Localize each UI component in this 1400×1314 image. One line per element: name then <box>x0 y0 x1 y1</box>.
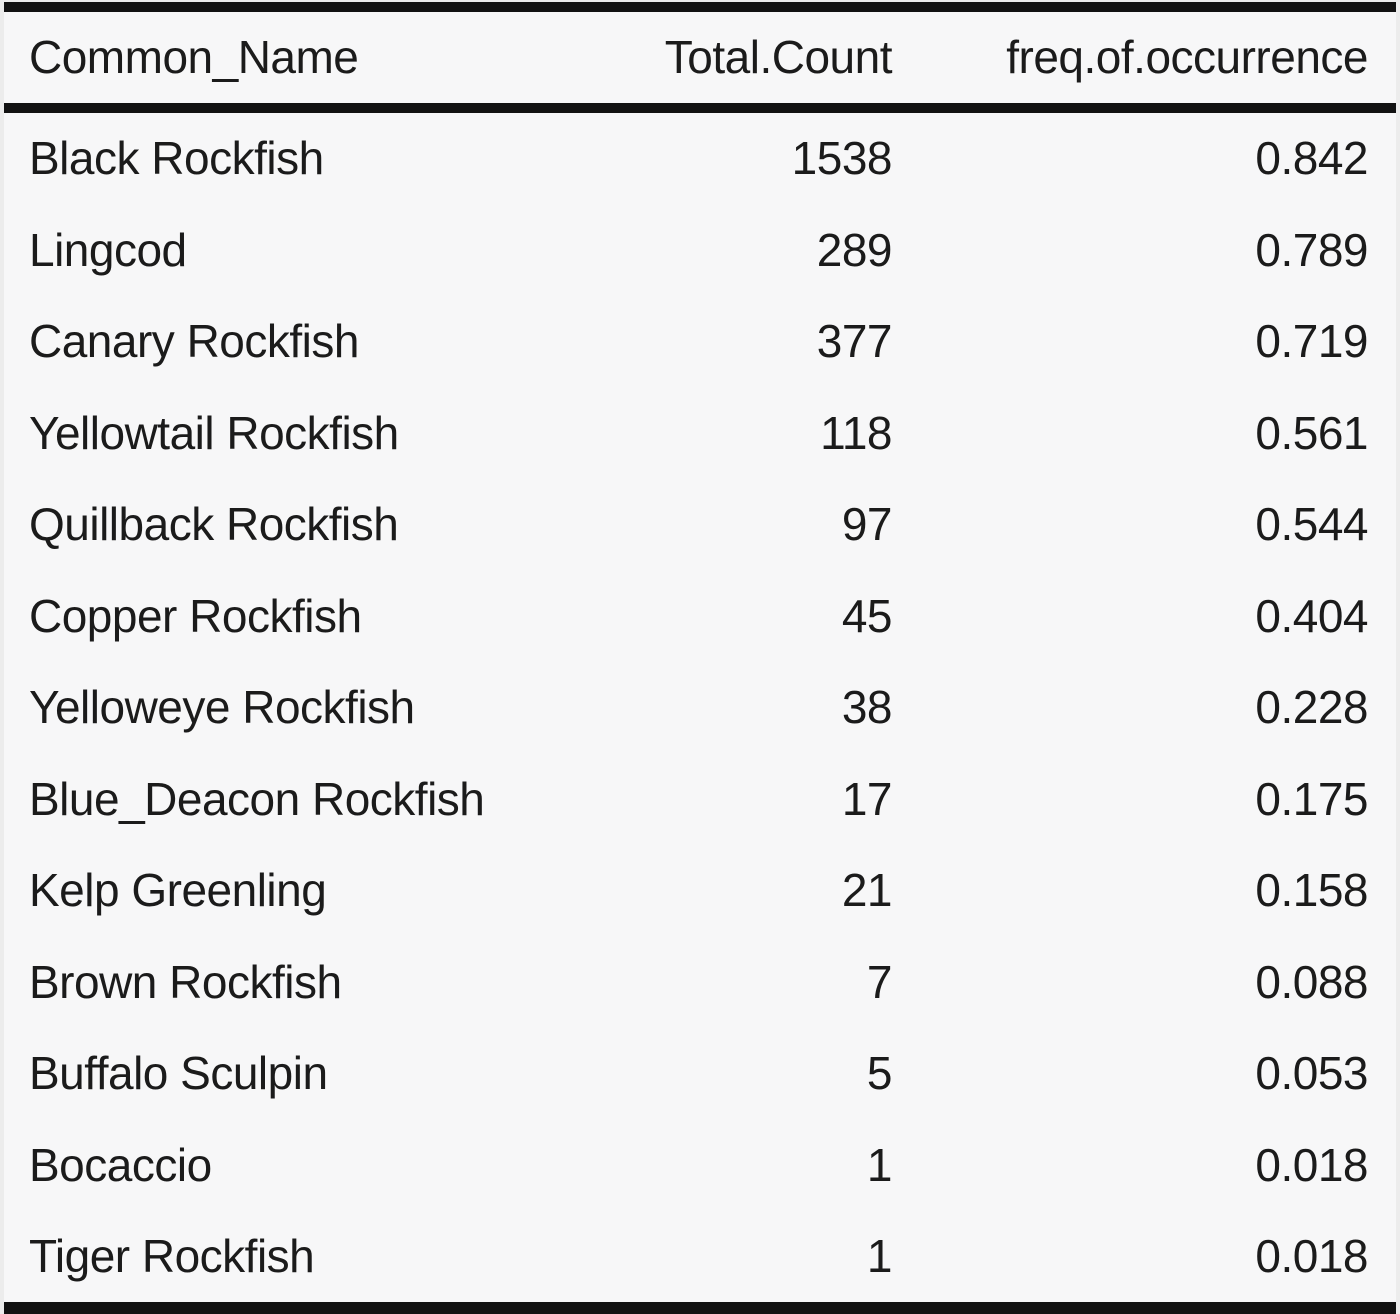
total-count-cell: 97 <box>841 498 893 551</box>
common-name-cell: Black Rockfish <box>29 132 324 185</box>
total-count-cell: 21 <box>841 864 893 917</box>
table-row: Bocaccio 1 0.018 <box>4 1119 1396 1211</box>
total-count-cell: 1538 <box>791 132 893 185</box>
total-count-cell: 289 <box>816 223 893 276</box>
species-frequency-table: Common_Name Total.Count freq.of.occurren… <box>4 2 1396 1314</box>
common-name-cell: Blue_Deacon Rockfish <box>29 772 485 825</box>
common-name-cell: Tiger Rockfish <box>29 1230 315 1283</box>
table-row: Buffalo Sculpin 5 0.053 <box>4 1028 1396 1120</box>
freq-cell: 0.789 <box>1255 223 1368 276</box>
freq-cell: 0.018 <box>1255 1138 1368 1191</box>
common-name-cell: Yelloweye Rockfish <box>29 681 415 734</box>
freq-cell: 0.561 <box>1255 406 1368 459</box>
total-count-cell: 17 <box>841 772 893 825</box>
common-name-cell: Kelp Greenling <box>29 864 327 917</box>
table-row: Yelloweye Rockfish 38 0.228 <box>4 662 1396 754</box>
freq-cell: 0.544 <box>1255 498 1368 551</box>
freq-cell: 0.404 <box>1255 589 1368 642</box>
column-header-freq-of-occurrence: freq.of.occurrence <box>892 7 1396 113</box>
freq-cell: 0.842 <box>1255 132 1368 185</box>
table-body: Black Rockfish 1538 0.842 Lingcod 289 0.… <box>4 108 1396 1309</box>
table-row: Copper Rockfish 45 0.404 <box>4 570 1396 662</box>
column-header-total-count: Total.Count <box>604 7 893 113</box>
freq-cell: 0.088 <box>1255 955 1368 1008</box>
table-header: Common_Name Total.Count freq.of.occurren… <box>4 7 1396 113</box>
common-name-cell: Bocaccio <box>29 1138 212 1191</box>
total-count-cell: 1 <box>866 1230 893 1283</box>
freq-cell: 0.018 <box>1255 1230 1368 1283</box>
table-row: Yellowtail Rockfish 118 0.561 <box>4 387 1396 479</box>
table-row: Kelp Greenling 21 0.158 <box>4 845 1396 937</box>
common-name-cell: Copper Rockfish <box>29 589 362 642</box>
total-count-cell: 5 <box>866 1047 893 1100</box>
common-name-cell: Canary Rockfish <box>29 315 359 368</box>
common-name-cell: Lingcod <box>29 223 187 276</box>
freq-cell: 0.175 <box>1255 772 1368 825</box>
total-count-cell: 45 <box>841 589 893 642</box>
table-row: Canary Rockfish 377 0.719 <box>4 296 1396 388</box>
column-header-common-name: Common_Name <box>4 7 604 113</box>
total-count-cell: 377 <box>816 315 893 368</box>
table-row: Quillback Rockfish 97 0.544 <box>4 479 1396 571</box>
freq-cell: 0.158 <box>1255 864 1368 917</box>
table-row: Black Rockfish 1538 0.842 <box>4 108 1396 205</box>
total-count-cell: 7 <box>866 955 893 1008</box>
freq-cell: 0.228 <box>1255 681 1368 734</box>
table-row: Tiger Rockfish 1 0.018 <box>4 1211 1396 1309</box>
total-count-cell: 38 <box>841 681 893 734</box>
freq-cell: 0.719 <box>1255 315 1368 368</box>
table-row: Lingcod 289 0.789 <box>4 204 1396 296</box>
total-count-cell: 1 <box>866 1138 893 1191</box>
common-name-cell: Brown Rockfish <box>29 955 342 1008</box>
total-count-cell: 118 <box>820 406 892 459</box>
freq-cell: 0.053 <box>1255 1047 1368 1100</box>
common-name-cell: Yellowtail Rockfish <box>29 406 399 459</box>
table-row: Brown Rockfish 7 0.088 <box>4 936 1396 1028</box>
header-row: Common_Name Total.Count freq.of.occurren… <box>4 7 1396 113</box>
common-name-cell: Quillback Rockfish <box>29 498 399 551</box>
common-name-cell: Buffalo Sculpin <box>29 1047 328 1100</box>
table-row: Blue_Deacon Rockfish 17 0.175 <box>4 753 1396 845</box>
